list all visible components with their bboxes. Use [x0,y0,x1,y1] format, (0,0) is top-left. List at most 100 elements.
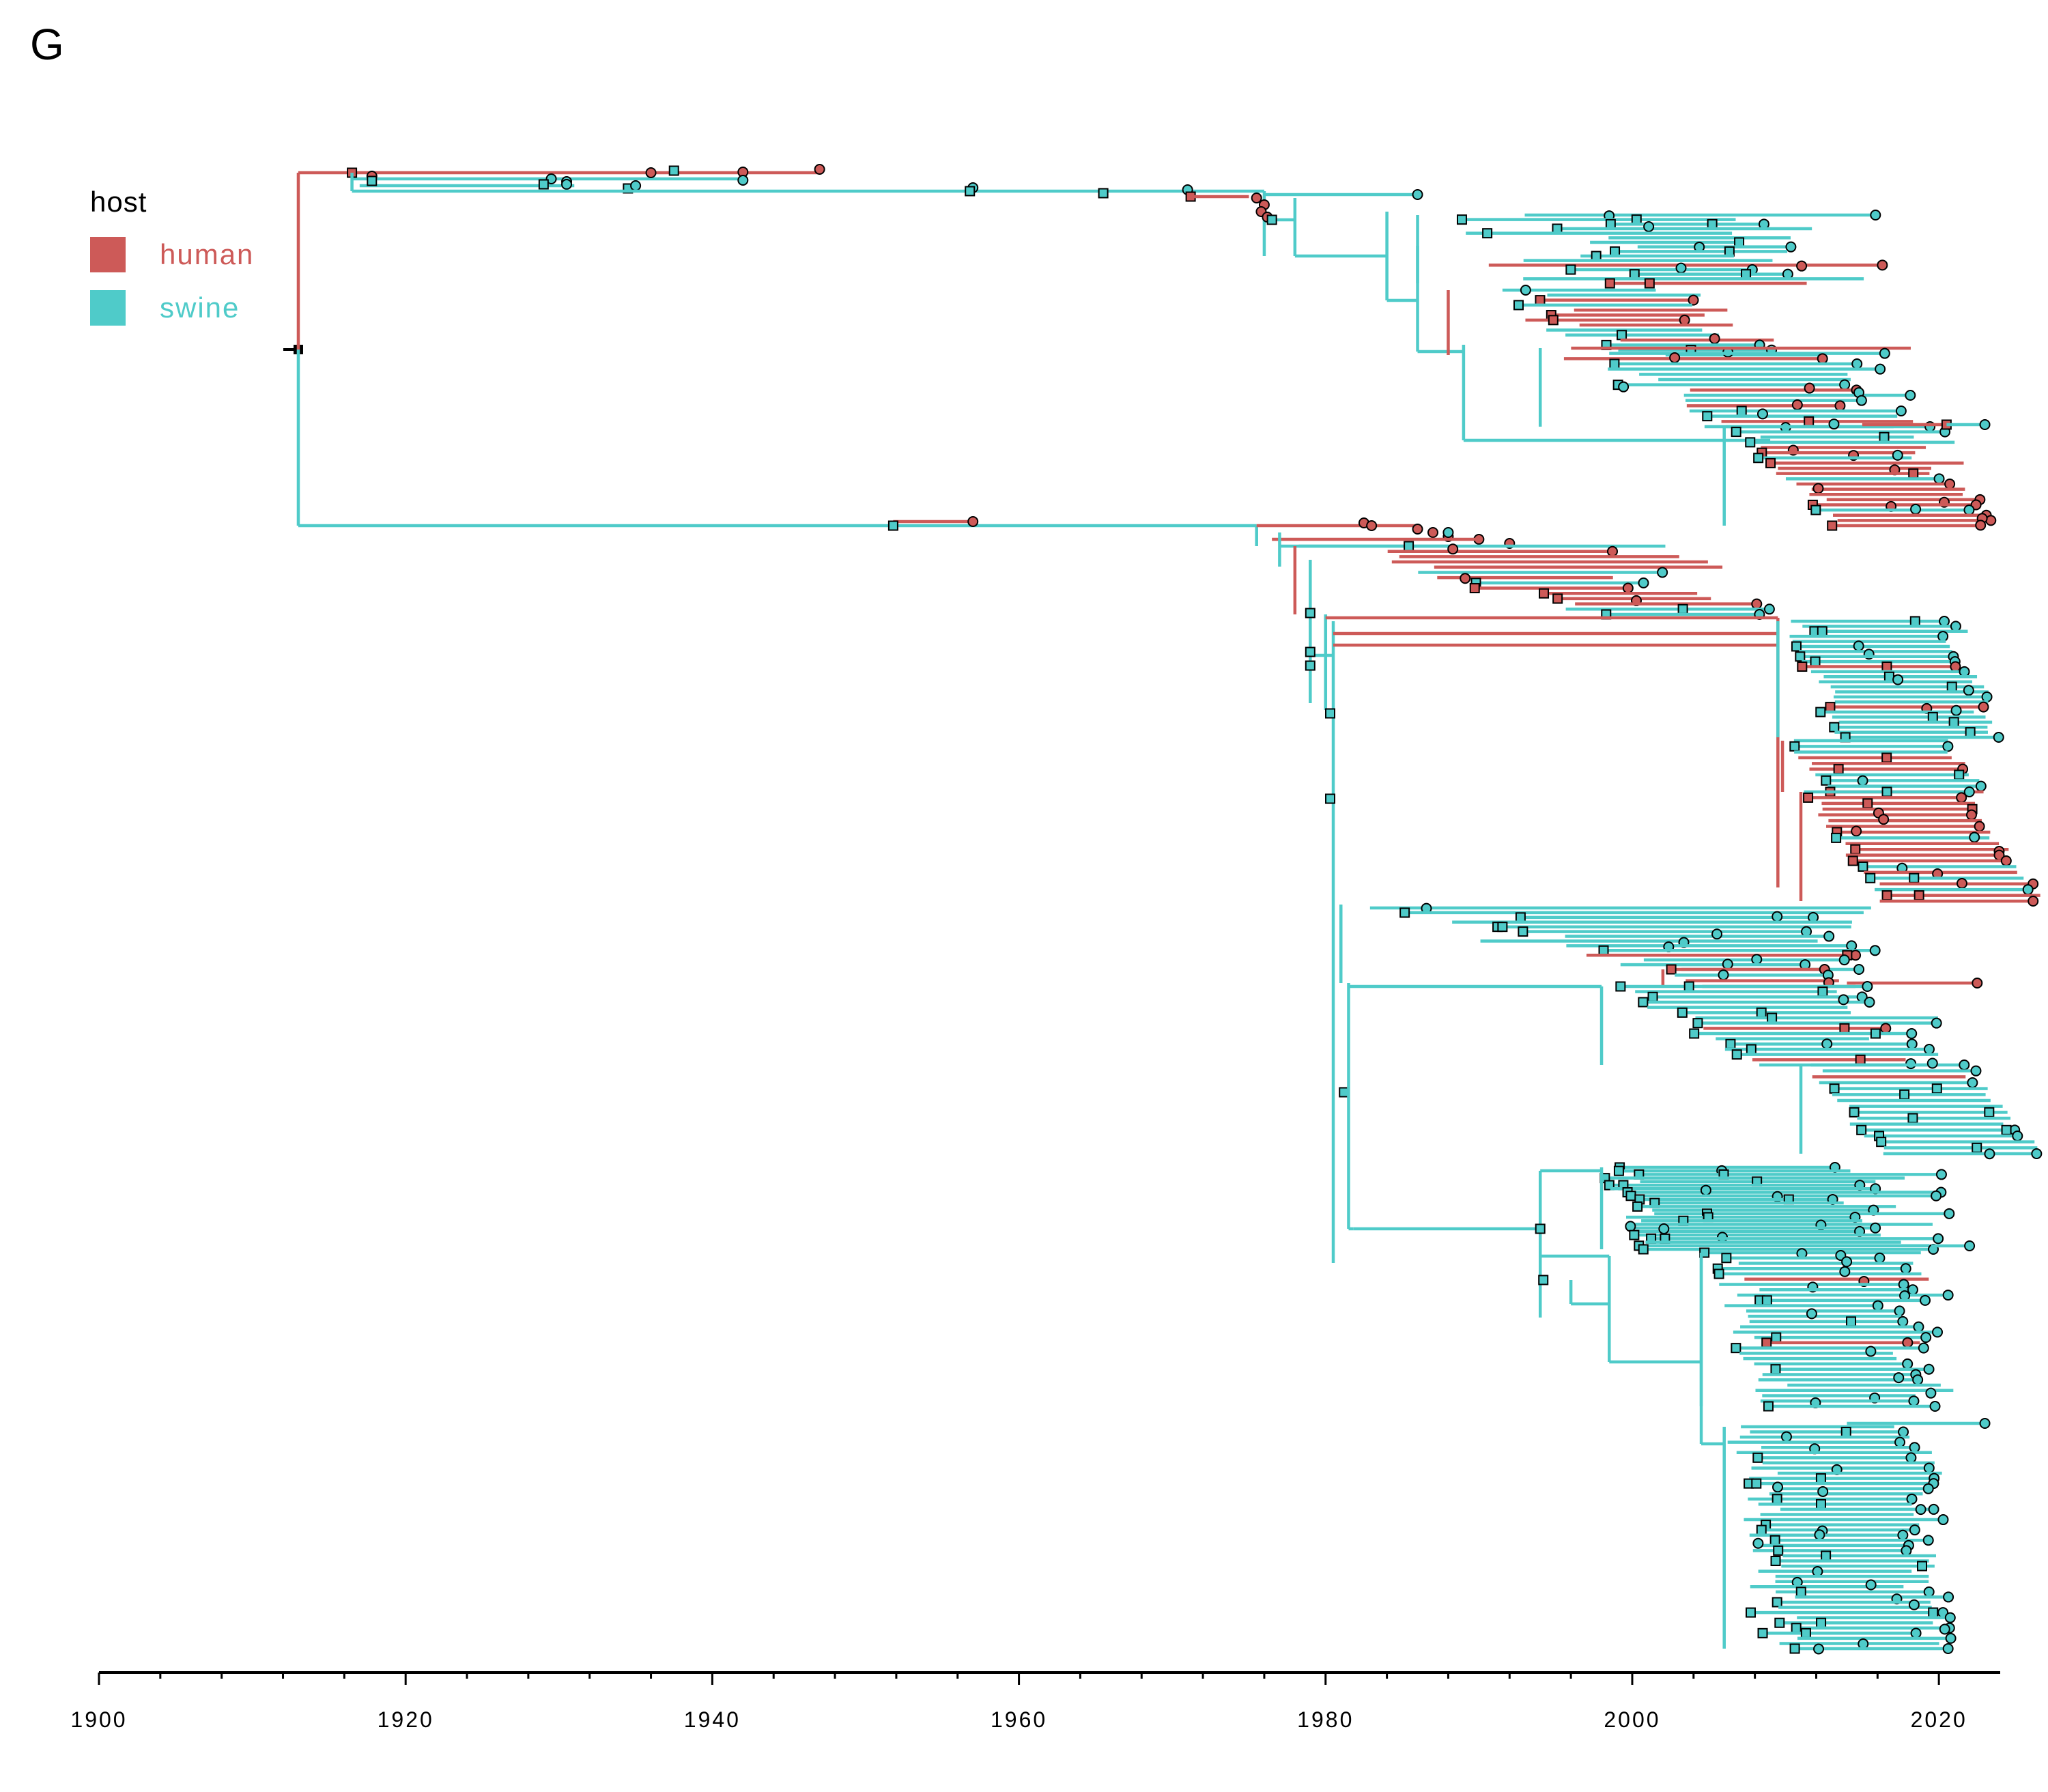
internal-node [1769,1535,1780,1546]
tip-node [1870,1222,1881,1234]
internal-node [1829,1083,1840,1094]
tip-node [1897,1529,1909,1541]
panel-label: G [30,20,64,69]
tip-node [1920,1294,1931,1306]
tip-node [1906,1493,1918,1505]
tip-node [1979,1418,1991,1429]
tip-node [1658,1223,1670,1234]
tip-node [1366,520,1378,531]
x-tick-label: 1920 [378,1707,434,1732]
internal-node [1862,798,1873,809]
tip-node [2022,884,2034,896]
tip-node [1909,1442,1920,1453]
tip-node [1963,786,1975,797]
internal-node [1928,1607,1939,1618]
tip-node [1974,821,1985,832]
tip-node [1959,1059,1970,1070]
tip-node [1722,958,1733,970]
tip-node [1923,1462,1935,1474]
tip-node [1700,1184,1711,1196]
internal-node [1325,793,1336,804]
tip-node [1959,666,1970,677]
internal-node [1840,1427,1851,1438]
tip-node [1981,691,1993,702]
tip-node [1763,603,1775,615]
internal-node [1404,541,1414,552]
internal-node [1736,406,1747,416]
tip-node [1780,1431,1792,1442]
internal-node [1513,300,1524,311]
tip-node [1931,1017,1942,1029]
internal-node [1849,1107,1860,1118]
tip-node [1834,400,1846,412]
internal-node [1770,1364,1781,1375]
tip-node [1839,1266,1851,1277]
tip-node [1625,1221,1636,1232]
tip-node [1910,503,1922,515]
tip-node [1978,701,1989,713]
internal-node [1632,1201,1643,1212]
tip-node [1828,418,1840,430]
internal-node [1761,1295,1772,1306]
internal-node [1984,1107,1995,1118]
internal-node [1731,1343,1741,1354]
tip-node [1870,210,1881,221]
tip-node [1752,1537,1764,1549]
internal-node [1772,1597,1782,1608]
internal-node [1772,1494,1782,1505]
tip-node [1839,379,1851,390]
internal-node [1815,707,1826,717]
internal-node [1803,792,1814,803]
internal-node [1815,1498,1826,1509]
tip-node [1933,1233,1944,1245]
tip-node [1913,1321,1924,1333]
tip-node [1841,1256,1853,1268]
internal-node [887,520,898,531]
tip-node [1806,1308,1817,1320]
internal-node [1927,711,1938,722]
internal-node [1702,411,1713,422]
internal-node [1305,608,1315,618]
internal-node [1931,1083,1942,1094]
internal-node [1751,1478,1762,1489]
tip-node [1817,353,1828,365]
internal-node [1756,1524,1767,1535]
tip-node [967,516,979,527]
tip-node [1892,449,1903,461]
internal-node [1763,1401,1774,1412]
tip-node [1607,545,1618,557]
internal-node [1839,1023,1850,1034]
tip-node [1937,631,1949,642]
internal-node [1638,997,1649,1008]
internal-node [1883,671,1894,682]
tip-node [1942,1290,1954,1301]
internal-node [1535,295,1546,306]
tip-node [1751,598,1763,610]
tip-node [1942,1643,1954,1654]
internal-node [1615,981,1626,992]
tip-node [1812,483,1824,494]
tip-node [1892,674,1904,685]
internal-node [1847,855,1858,866]
tip-node [1814,1529,1825,1541]
tip-node [1929,1401,1941,1412]
tip-node [1638,577,1649,588]
internal-node [1745,437,1756,448]
x-tick-label: 1960 [991,1707,1047,1732]
tip-node [1711,928,1723,940]
internal-node [1773,1545,1784,1556]
internal-node [1908,468,1919,479]
tip-node [1915,1504,1926,1516]
tip-node [1942,741,1954,752]
internal-node [1689,1028,1700,1039]
tip-node [1944,478,1956,489]
internal-node [1917,1561,1928,1571]
internal-node [1538,1275,1549,1285]
internal-node [1638,1244,1649,1255]
internal-node [2001,1124,2012,1135]
internal-node [1539,588,1550,599]
internal-node [1791,1623,1802,1634]
tip-node [1928,1503,1939,1515]
tip-node [1950,661,1961,672]
tip-node [1622,582,1634,594]
